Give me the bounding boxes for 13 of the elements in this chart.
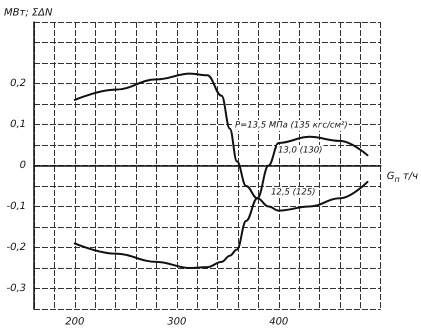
x-tick-label: 400 <box>269 316 288 328</box>
y-tick-label: 0,1 <box>10 119 26 130</box>
x-tick-label: 300 <box>167 316 186 328</box>
annotation: 12,5 (125) <box>271 188 316 198</box>
y-tick-label: 0,2 <box>10 78 26 89</box>
annotation: P=13,5 МПа (135 кгс/см²) <box>235 120 348 130</box>
annotation: 13,0 (130) <box>278 146 322 156</box>
y-tick-label: 0 <box>20 160 26 171</box>
x-tick-label: 200 <box>65 316 84 328</box>
y-tick-label: -0,2 <box>6 242 26 253</box>
y-tick-label: -0,3 <box>6 283 26 294</box>
y-axis-title: МВт; ΣΔN <box>4 8 54 18</box>
y-tick-label: -0,1 <box>6 201 26 212</box>
